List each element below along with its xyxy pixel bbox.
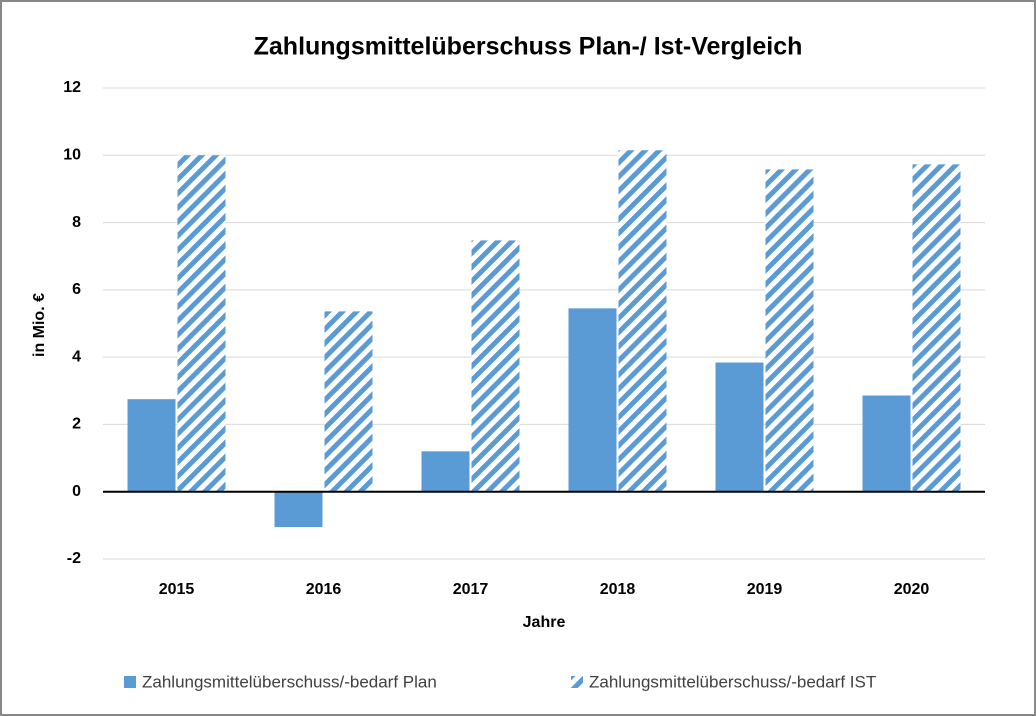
x-tick-label: 2016 [306,581,342,598]
y-tick-label: 8 [72,214,81,231]
legend-label: Zahlungsmittelüberschuss/-bedarf Plan [142,672,437,691]
chart-title: Zahlungsmittelüberschuss Plan-/ Ist-Verg… [254,33,803,61]
y-tick-label: -2 [67,550,81,567]
x-tick-label: 2019 [747,581,783,598]
legend-swatch [571,676,583,688]
bar [912,164,961,492]
bar [862,395,911,492]
x-axis-label: Jahre [523,614,566,631]
y-tick-label: 6 [72,281,81,298]
legend-swatch [124,676,136,688]
y-axis-label: in Mio. € [31,293,48,357]
bar [765,169,814,492]
bar [715,362,764,492]
bar [471,240,520,492]
y-tick-label: 4 [72,348,81,365]
bar [177,155,226,492]
x-tick-label: 2017 [453,581,489,598]
bar [421,451,470,492]
y-tick-label: 12 [63,79,81,96]
bar [618,150,667,492]
legend-label: Zahlungsmittelüberschuss/-bedarf IST [589,672,876,691]
bar [274,491,323,528]
x-tick-label: 2015 [159,581,195,598]
x-tick-label: 2018 [600,581,636,598]
bar [568,308,617,492]
y-tick-label: 2 [72,416,81,433]
y-tick-label: 10 [63,147,81,164]
bar [324,311,373,492]
y-tick-label: 0 [72,483,81,500]
x-tick-label: 2020 [894,581,930,598]
bar [127,399,176,492]
